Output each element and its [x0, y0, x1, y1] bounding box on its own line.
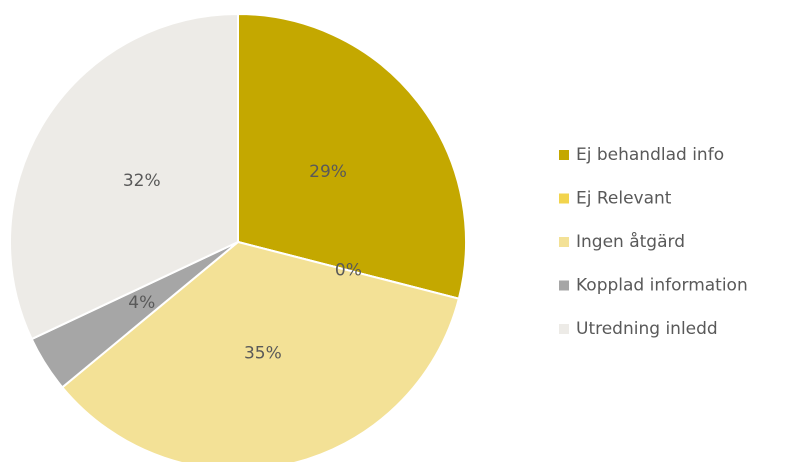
pie-slice: [9, 12, 239, 341]
pie-slice: [237, 12, 467, 300]
data-label: 4%: [128, 293, 155, 313]
data-label: 35%: [244, 343, 282, 363]
data-label: 29%: [309, 162, 347, 182]
legend-swatch: [559, 280, 569, 291]
legend-label: Utredning inledd: [576, 319, 718, 339]
data-label: 32%: [123, 171, 161, 191]
legend-swatch: [559, 324, 569, 334]
data-label: 0%: [335, 260, 362, 280]
pie-slice: [60, 240, 461, 462]
legend-label: Ej Relevant: [576, 189, 672, 209]
legend-swatch: [559, 237, 569, 247]
legend-swatch: [559, 193, 569, 204]
legend-swatch: [559, 150, 569, 160]
legend-label: Ingen åtgärd: [576, 231, 685, 252]
legend-label: Ej behandlad info: [576, 145, 724, 165]
legend-label: Kopplad information: [576, 276, 748, 296]
